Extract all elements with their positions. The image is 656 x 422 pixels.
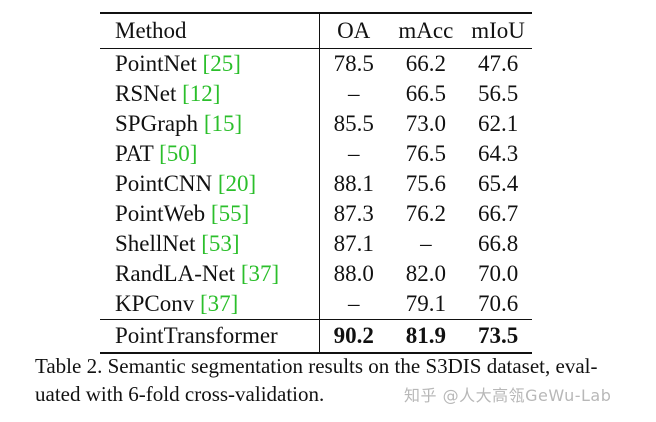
table-row: PointCNN [20] 88.1 75.6 65.4 xyxy=(100,169,532,199)
miou-cell: 70.0 xyxy=(477,261,519,286)
miou-cell: 65.4 xyxy=(477,171,519,196)
miou-cell: 66.8 xyxy=(477,231,519,256)
citation-link[interactable]: [37] xyxy=(200,291,239,316)
header-miou: mIoU xyxy=(471,18,525,43)
citation-link[interactable]: [53] xyxy=(201,231,240,256)
citation-link[interactable]: [50] xyxy=(159,141,198,166)
oa-cell: 78.5 xyxy=(333,51,374,76)
macc-cell: 66.2 xyxy=(405,51,446,76)
table-row-pointtransformer: PointTransformer 90.2 81.9 73.5 xyxy=(100,319,532,353)
citation-link[interactable]: [55] xyxy=(210,201,250,226)
macc-cell: 66.5 xyxy=(405,81,446,106)
macc-cell: 75.6 xyxy=(405,171,446,196)
oa-cell: – xyxy=(347,291,360,316)
table-row: KPConv [37] – 79.1 70.6 xyxy=(100,289,532,320)
method-cell: RSNet [12] xyxy=(100,79,320,109)
oa-cell: – xyxy=(347,81,360,106)
table-row: PAT [50] – 76.5 64.3 xyxy=(100,139,532,169)
method-name: PointNet xyxy=(115,51,197,76)
miou-cell: 56.5 xyxy=(477,81,519,106)
citation-link[interactable]: [25] xyxy=(202,51,241,76)
oa-cell: 90.2 xyxy=(333,323,374,348)
method-name: SPGraph xyxy=(115,111,199,136)
method-cell: SPGraph [15] xyxy=(100,109,320,139)
table-row: ShellNet [53] 87.1 – 66.8 xyxy=(100,229,532,259)
results-table: Method OA mAcc mIoU PointNet [25] 78.5 66.… xyxy=(100,12,532,354)
table-header: Method OA mAcc mIoU xyxy=(100,13,532,49)
oa-cell: 87.3 xyxy=(333,201,374,226)
table-row: RandLA-Net [37] 88.0 82.0 70.0 xyxy=(100,259,532,289)
macc-cell: 73.0 xyxy=(405,111,446,136)
method-cell: PointWeb [55] xyxy=(100,199,320,229)
header-method: Method xyxy=(100,13,320,49)
miou-cell: 62.1 xyxy=(477,111,519,136)
citation-link[interactable]: [15] xyxy=(203,111,243,136)
oa-cell: 88.1 xyxy=(333,171,374,196)
method-cell: KPConv [37] xyxy=(100,289,320,320)
macc-cell: 81.9 xyxy=(405,323,446,348)
citation-link[interactable]: [12] xyxy=(182,81,221,106)
method-name: KPConv xyxy=(115,291,195,316)
macc-cell: 79.1 xyxy=(405,291,446,316)
macc-cell: 76.2 xyxy=(405,201,446,226)
oa-cell: 88.0 xyxy=(333,261,374,286)
method-cell: PAT [50] xyxy=(100,139,320,169)
miou-cell: 66.7 xyxy=(477,201,519,226)
method-name: PointCNN xyxy=(115,171,213,196)
miou-cell: 47.6 xyxy=(477,51,519,76)
header-macc: mAcc xyxy=(398,18,454,43)
method-cell: ShellNet [53] xyxy=(100,229,320,259)
oa-cell: 85.5 xyxy=(333,111,374,136)
method-name: RSNet xyxy=(115,81,177,106)
table-caption: Table 2. Semantic segmentation results o… xyxy=(35,352,631,408)
method-cell: RandLA-Net [37] xyxy=(100,259,320,289)
macc-cell: 82.0 xyxy=(405,261,446,286)
caption-line-1: Table 2. Semantic segmentation results o… xyxy=(35,354,598,378)
citation-link[interactable]: [20] xyxy=(217,171,257,196)
table-row: RSNet [12] – 66.5 56.5 xyxy=(100,79,532,109)
method-name: PAT xyxy=(115,141,154,166)
method-cell: PointCNN [20] xyxy=(100,169,320,199)
table-row: PointNet [25] 78.5 66.2 47.6 xyxy=(100,48,532,79)
method-name: ShellNet xyxy=(115,231,196,256)
table-row: PointWeb [55] 87.3 76.2 66.7 xyxy=(100,199,532,229)
caption-line-2: uated with 6-fold cross-validation. xyxy=(35,382,325,406)
miou-cell: 70.6 xyxy=(477,291,519,316)
oa-cell: 87.1 xyxy=(333,231,374,256)
header-row: Method OA mAcc mIoU xyxy=(100,13,532,49)
method-name: PointWeb xyxy=(115,201,206,226)
method-cell: PointTransformer xyxy=(100,319,320,353)
macc-cell: 76.5 xyxy=(405,141,446,166)
watermark: 知乎 @人大高瓴GeWu-Lab xyxy=(404,386,612,405)
miou-cell: 64.3 xyxy=(477,141,519,166)
oa-cell: – xyxy=(347,141,360,166)
citation-link[interactable]: [37] xyxy=(240,261,280,286)
header-oa: OA xyxy=(337,18,371,43)
method-cell: PointNet [25] xyxy=(100,48,320,79)
table-row: SPGraph [15] 85.5 73.0 62.1 xyxy=(100,109,532,139)
miou-cell: 73.5 xyxy=(477,323,519,348)
macc-cell: – xyxy=(420,231,432,256)
table-body: PointNet [25] 78.5 66.2 47.6 RSNet [12] – 66.5… xyxy=(100,48,532,353)
results-table-container: Method OA mAcc mIoU PointNet [25] 78.5 66.… xyxy=(100,12,532,354)
method-name: RandLA-Net xyxy=(115,261,236,286)
